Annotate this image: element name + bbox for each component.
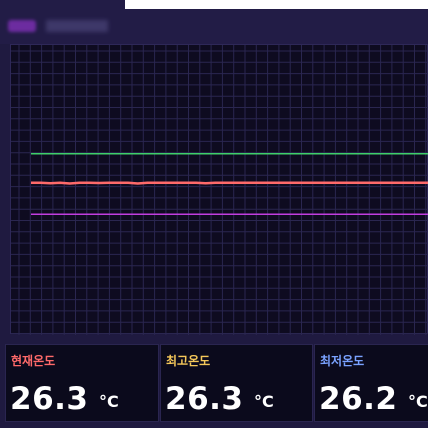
max-temp-card: 최고온도 26.3 °C [160,344,313,422]
current-temp-value: 26.3 [10,381,89,417]
max-temp-unit: °C [254,392,274,411]
app-title-blurred [46,20,108,32]
min-temp-value: 26.2 [319,381,398,417]
min-temp-card: 최저온도 26.2 °C [314,344,428,422]
current-temp-label: 현재온도 [11,354,56,368]
stats-row: 현재온도 26.3 °C 최고온도 26.3 °C 최저온도 26.2 °C [0,340,428,428]
chart-svg [11,45,428,335]
temperature-chart [10,44,428,335]
max-temp-label: 최고온도 [166,354,211,368]
min-temp-unit: °C [408,392,428,411]
top-stripe [125,0,428,9]
current-temp-series-line [31,181,428,185]
min-temp-label: 최저온도 [320,354,365,368]
current-temp-unit: °C [99,392,119,411]
top-bar [0,0,428,44]
app-logo-icon [8,20,36,32]
current-temp-card: 현재온도 26.3 °C [5,344,159,422]
max-temp-value: 26.3 [165,381,244,417]
